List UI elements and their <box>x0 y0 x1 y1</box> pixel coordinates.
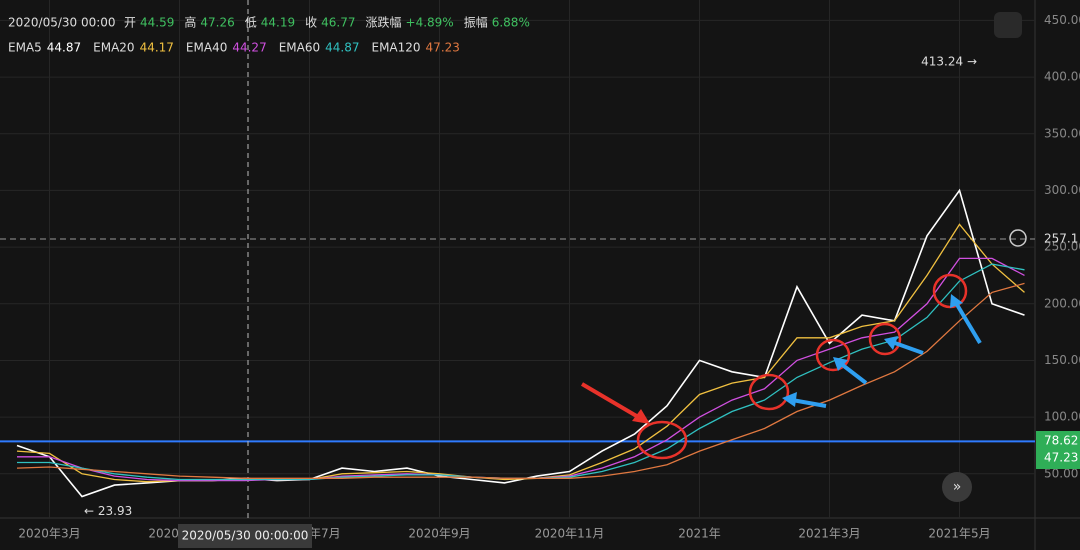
header-label: 收 <box>305 16 317 30</box>
header-label: 开 <box>124 16 136 30</box>
y-tick-label: 50.00 <box>1044 466 1078 480</box>
header-date: 2020/05/30 00:00 <box>8 16 116 30</box>
arrow-head <box>782 392 797 407</box>
annotation-marks <box>580 273 982 460</box>
arrow <box>891 340 924 355</box>
header-value: +4.89% <box>406 16 454 30</box>
crosshair-label-bg <box>178 524 312 548</box>
arrow-head <box>884 336 898 350</box>
price-badge-bg <box>1036 431 1080 469</box>
price-badge: 47.23 <box>1044 451 1078 465</box>
series-line <box>16 282 1025 479</box>
header-value: 46.77 <box>321 16 355 30</box>
y-tick-label: 400.00 <box>1044 70 1080 84</box>
arrow <box>791 398 827 408</box>
header-value: 44.19 <box>261 16 295 30</box>
header-label: 低 <box>245 16 257 30</box>
circle <box>815 338 851 372</box>
legend-label: EMA20 <box>93 41 134 55</box>
circle <box>748 373 790 411</box>
toolbar-icons: » <box>942 12 1027 502</box>
y-tick-label: 350.00 <box>1044 126 1080 140</box>
add-button[interactable] <box>1009 229 1027 247</box>
legend-value: 44.87 <box>47 41 81 55</box>
legend-value: 44.27 <box>232 41 266 55</box>
header-label: 振幅 <box>464 15 488 30</box>
crosshair-label: 2020/05/30 00:00:00 <box>182 529 309 543</box>
annotation: 413.24 → <box>921 55 977 69</box>
price-badge: 78.62 <box>1044 434 1078 448</box>
menu-button[interactable] <box>994 12 1022 38</box>
arrow <box>954 301 982 345</box>
circle <box>868 322 902 356</box>
header-value: 6.88% <box>492 16 530 30</box>
y-tick-label: 200.00 <box>1044 296 1080 310</box>
header-value: 44.59 <box>140 16 174 30</box>
y-tick-label: 450.00 <box>1044 13 1080 27</box>
legend-value: 44.87 <box>325 41 359 55</box>
annotation: ← 23.93 <box>84 504 132 518</box>
arrow-head <box>632 409 650 424</box>
circle <box>932 273 968 309</box>
header-value: 47.26 <box>200 16 234 30</box>
x-tick-label: 2021年 <box>678 527 721 541</box>
legend-label: EMA120 <box>371 41 420 55</box>
circle <box>636 420 688 460</box>
arrow <box>838 361 868 385</box>
legend-value: 44.17 <box>140 41 174 55</box>
plot <box>0 0 1035 518</box>
y-tick-label: 300.00 <box>1044 183 1080 197</box>
scroll-icon: » <box>953 479 962 495</box>
legend-value: 47.23 <box>426 41 460 55</box>
arrow-head <box>950 294 963 308</box>
x-tick-label: 2021年5月 <box>928 527 990 541</box>
x-tick-label: 2020年9月 <box>408 527 470 541</box>
y-tick-label: 250.00 <box>1044 240 1080 254</box>
legend-label: EMA60 <box>279 41 320 55</box>
arrow-head <box>833 357 848 371</box>
x-tick-label: 2020年3月 <box>18 527 80 541</box>
scroll-button[interactable] <box>942 472 972 502</box>
header-label: 高 <box>184 15 196 30</box>
y-tick-label: 150.00 <box>1044 353 1080 367</box>
header-label: 涨跌幅 <box>366 15 402 30</box>
x-tick-label: 2021年3月 <box>798 527 860 541</box>
x-tick-label: 2020年11月 <box>535 527 605 541</box>
legend-label: EMA5 <box>8 41 42 55</box>
y-tick-label: 100.00 <box>1044 410 1080 424</box>
arrow <box>580 382 642 420</box>
price-line-label: 257.1 <box>1044 232 1078 246</box>
legend-label: EMA40 <box>186 41 227 55</box>
